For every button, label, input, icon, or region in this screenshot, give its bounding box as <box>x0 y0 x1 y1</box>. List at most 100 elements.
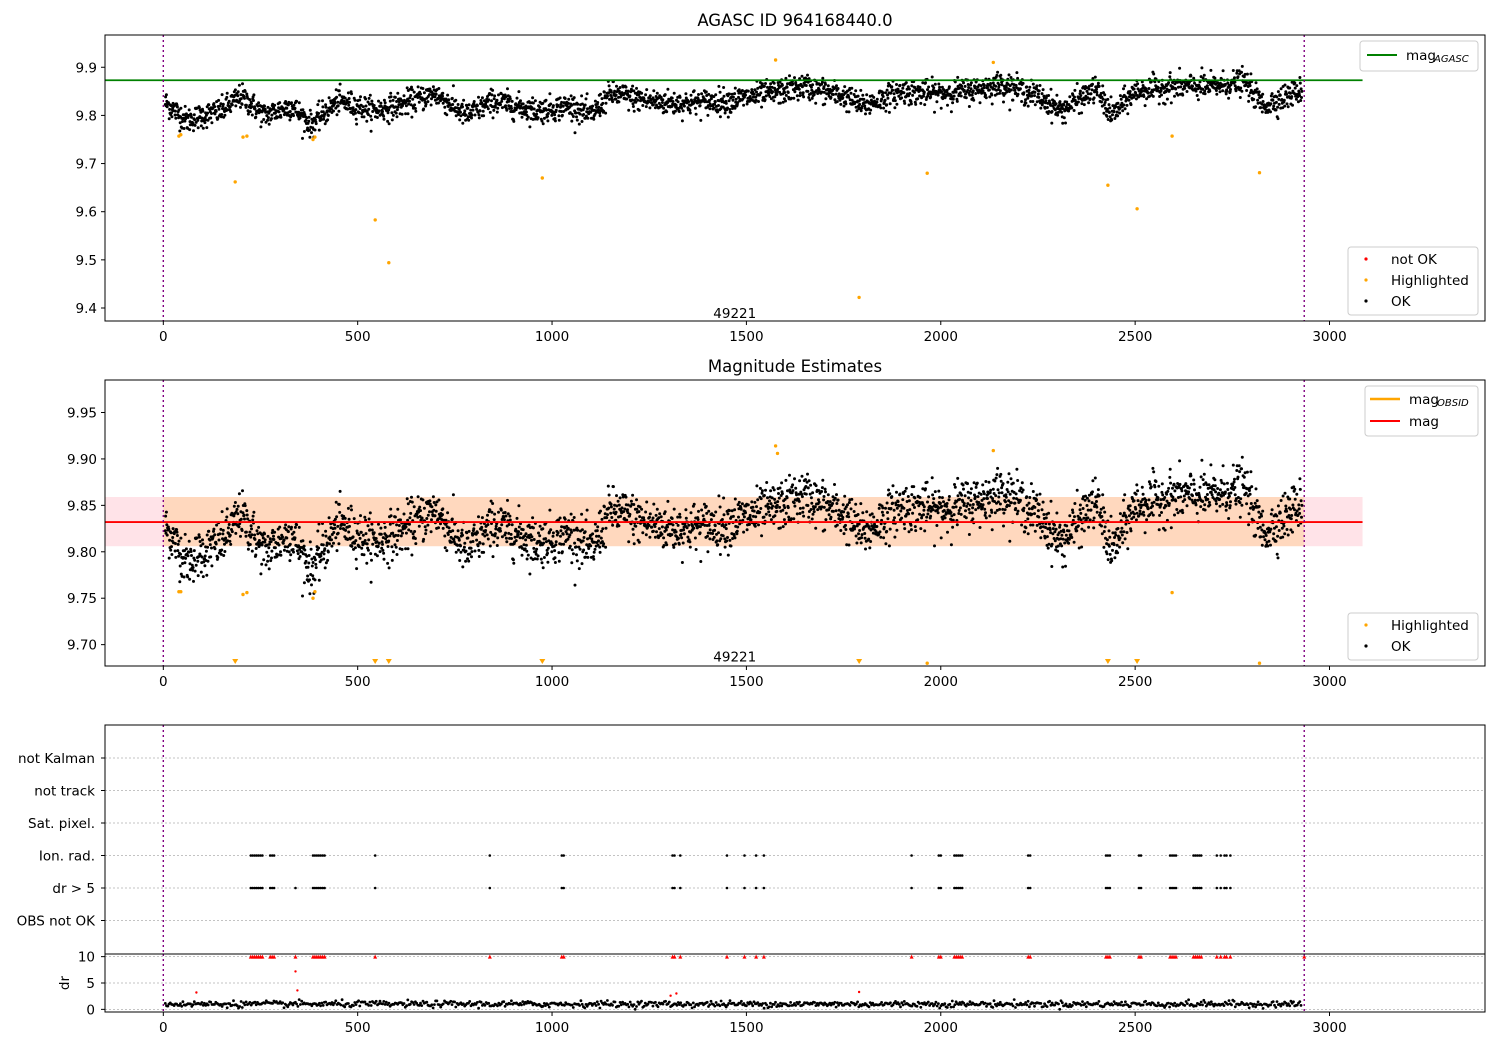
ok-point <box>722 513 726 517</box>
highlighted-point <box>241 135 245 139</box>
ok-point <box>236 90 240 94</box>
ok-point <box>364 518 368 522</box>
ok-point <box>269 540 273 544</box>
ok-point <box>559 529 563 533</box>
ok-point <box>714 510 718 514</box>
ok-point <box>958 91 962 95</box>
ok-point <box>914 102 918 106</box>
ok-point <box>250 533 254 537</box>
ok-point <box>655 91 659 95</box>
ok-point <box>733 106 737 110</box>
ok-point <box>617 100 621 104</box>
ok-point <box>335 113 339 117</box>
ok-point <box>1016 92 1020 96</box>
ok-point <box>237 492 241 496</box>
ok-point <box>267 546 271 550</box>
ok-point <box>292 114 295 118</box>
ok-point <box>626 89 630 93</box>
ok-point <box>402 94 406 98</box>
ok-point <box>1025 85 1029 89</box>
agasc-mag-panel: AGASC ID 964168440.0 0 500 1000 1500 2000 250… <box>76 11 1486 345</box>
ok-point <box>381 542 384 546</box>
ok-point <box>591 104 595 108</box>
ok-point <box>201 109 205 113</box>
ok-point <box>542 556 546 559</box>
ok-point <box>678 515 682 519</box>
ok-point <box>421 498 425 502</box>
ok-point <box>480 516 484 520</box>
ok-point <box>602 90 606 94</box>
ok-point <box>184 547 188 551</box>
ok-point <box>1002 100 1005 104</box>
ok-point <box>295 99 299 103</box>
ok-point <box>253 533 257 537</box>
ok-point <box>807 96 811 99</box>
ok-point <box>570 112 574 116</box>
ok-point <box>557 118 561 122</box>
ok-point <box>632 109 636 113</box>
ok-point <box>492 518 496 522</box>
ok-point <box>1234 89 1238 93</box>
ok-point <box>911 511 915 515</box>
ok-point <box>930 75 934 79</box>
ok-point <box>488 110 492 114</box>
ok-point <box>559 105 562 109</box>
ok-point <box>860 533 864 537</box>
ok-point <box>431 495 435 499</box>
ok-point <box>748 513 752 517</box>
ok-point <box>367 517 371 521</box>
ok-point <box>919 101 923 105</box>
ok-point <box>619 514 622 518</box>
ok-point <box>897 94 901 98</box>
ok-point <box>630 98 634 102</box>
ok-point <box>909 100 913 104</box>
ok-point <box>456 110 460 114</box>
ok-point <box>1295 84 1299 88</box>
ok-point <box>1194 89 1198 93</box>
ok-point <box>321 110 325 114</box>
ok-point <box>553 556 557 560</box>
ok-point <box>322 557 326 561</box>
ok-point <box>275 554 279 558</box>
ok-point <box>1221 69 1225 73</box>
ok-point <box>1041 88 1045 92</box>
ok-point <box>1075 82 1079 85</box>
ok-point <box>785 85 789 89</box>
ok-point <box>486 537 490 541</box>
ok-point <box>239 534 242 538</box>
ok-point <box>725 539 729 543</box>
ok-point <box>885 103 889 107</box>
ok-point <box>558 96 562 100</box>
ok-point <box>239 105 242 109</box>
ok-point <box>739 507 743 511</box>
ok-point <box>998 89 1002 93</box>
ok-point <box>1055 93 1059 97</box>
ok-point <box>346 107 350 111</box>
ok-point <box>457 548 460 552</box>
ok-point <box>800 74 804 78</box>
ok-point <box>591 532 595 536</box>
ok-point <box>824 490 827 494</box>
ok-point <box>716 543 720 547</box>
ok-point <box>1091 77 1095 80</box>
ok-point <box>325 109 329 113</box>
ok-point <box>857 532 860 536</box>
ok-point <box>425 517 429 520</box>
ok-point <box>305 554 309 558</box>
ok-point <box>942 500 945 504</box>
ok-point <box>205 126 209 130</box>
ok-point <box>632 503 636 506</box>
ok-point <box>190 554 193 557</box>
ok-point <box>319 558 323 562</box>
ok-point <box>881 506 885 510</box>
panel1-lines <box>105 35 1363 321</box>
ok-point <box>784 93 788 97</box>
ok-point <box>538 524 542 528</box>
ok-point <box>829 95 833 99</box>
ok-point <box>922 508 926 512</box>
ok-point <box>651 96 655 100</box>
ok-point <box>366 524 370 528</box>
ok-point <box>397 524 401 527</box>
ok-point <box>865 93 869 97</box>
ok-point <box>712 106 716 110</box>
